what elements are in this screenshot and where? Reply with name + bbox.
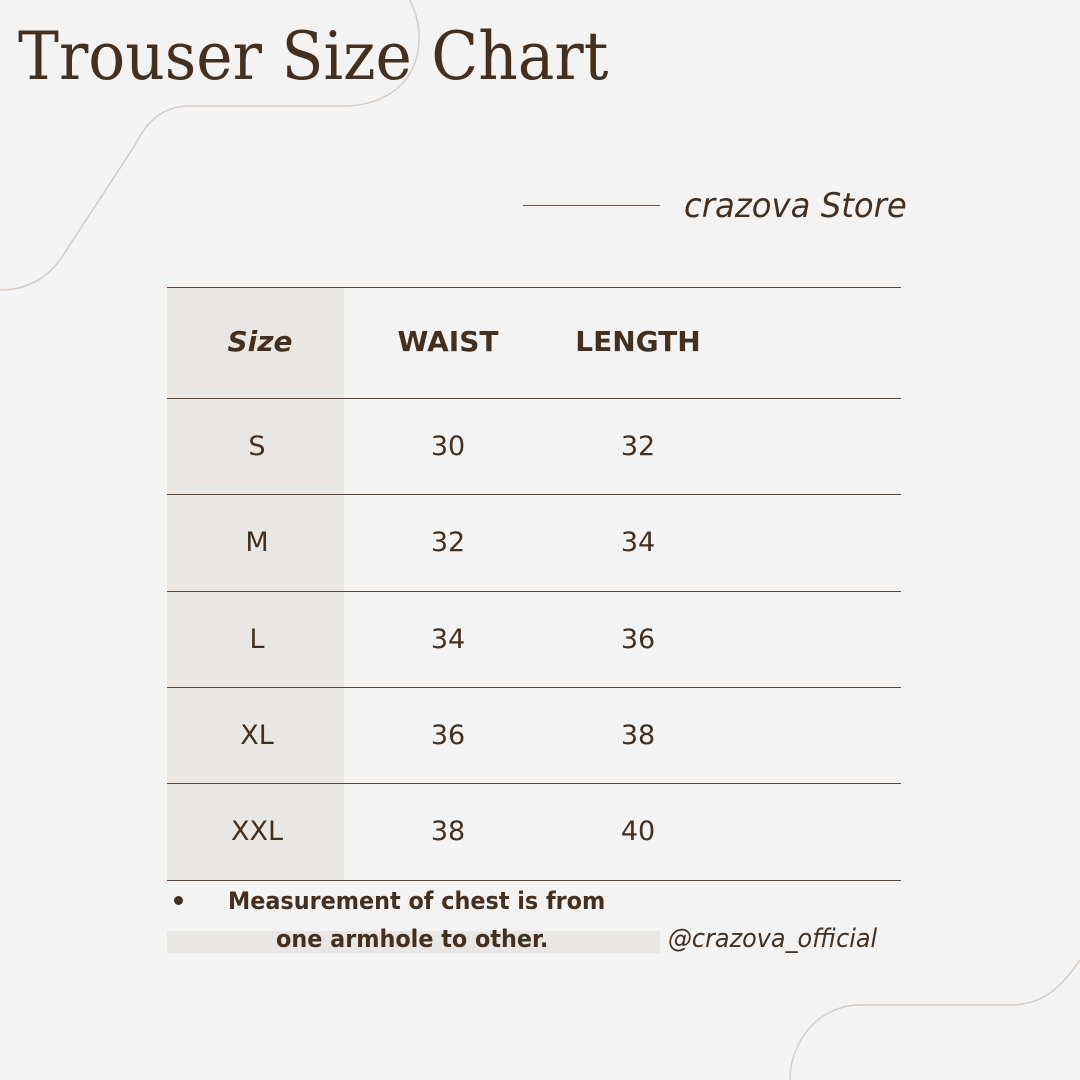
cell-length: 38 — [620, 719, 656, 751]
note-highlight — [167, 931, 660, 953]
cell-waist: 34 — [430, 623, 466, 655]
size-column-shade — [167, 288, 344, 880]
header-size: Size — [227, 325, 293, 358]
cell-size: L — [249, 623, 265, 655]
cell-length: 40 — [620, 816, 656, 848]
cell-waist: 38 — [430, 816, 466, 848]
row-divider — [167, 591, 901, 592]
row-divider — [167, 287, 901, 288]
cell-length: 32 — [620, 431, 656, 462]
page-title: Trouser Size Chart — [18, 18, 609, 95]
cell-size: S — [248, 431, 266, 462]
cell-size: XL — [240, 719, 274, 751]
cell-size: XXL — [230, 816, 284, 848]
cell-waist: 32 — [430, 527, 466, 559]
cell-waist: 30 — [430, 431, 466, 462]
cell-length: 34 — [620, 527, 656, 559]
cell-length: 36 — [620, 623, 656, 655]
note-line-2: one armhole to other. — [276, 925, 549, 953]
row-divider — [167, 687, 901, 688]
cell-size: M — [245, 527, 269, 559]
divider — [523, 205, 660, 206]
cell-waist: 36 — [430, 719, 466, 751]
header-length: LENGTH — [575, 325, 701, 358]
social-handle: @crazova_official — [668, 924, 878, 954]
row-divider — [167, 398, 901, 399]
brand-name: crazova Store — [684, 186, 907, 226]
row-divider — [167, 880, 901, 881]
bullet-icon — [174, 896, 183, 905]
row-divider — [167, 783, 901, 784]
row-divider — [167, 494, 901, 495]
note-line-1: Measurement of chest is from — [228, 887, 606, 915]
header-waist: WAIST — [397, 325, 499, 358]
